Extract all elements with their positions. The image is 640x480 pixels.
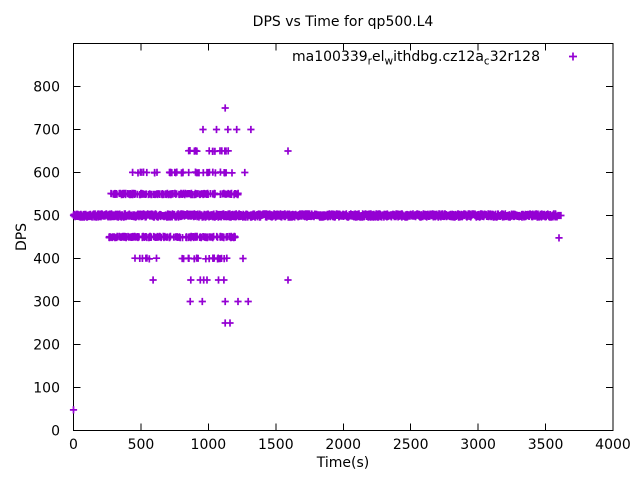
y-tick-label: 200 [33, 338, 60, 354]
x-tick-label: 3500 [528, 437, 564, 453]
x-tick-label: 500 [128, 437, 155, 453]
legend: ma100339relwithdbg.cz12ac32r128 [292, 49, 577, 68]
axes: 0 500 1000 1500 2000 2500 3000 3500 4000 0 100 200 3… [33, 43, 631, 453]
x-tick-label: 1500 [258, 437, 294, 453]
y-tick-label: 0 [51, 424, 60, 440]
x-tick-label: 4000 [595, 437, 631, 453]
data-points [69, 104, 565, 414]
y-tick-label: 300 [33, 295, 60, 311]
y-axis-label: DPS [14, 223, 30, 251]
y-tick-label: 100 [33, 381, 60, 397]
y-tick-label: 400 [33, 252, 60, 268]
x-tick-label: 3000 [460, 437, 496, 453]
x-tick-label: 1000 [191, 437, 227, 453]
chart-title: DPS vs Time for qp500.L4 [253, 14, 434, 30]
y-tick-label: 500 [33, 209, 60, 225]
x-axis-label: Time(s) [316, 455, 369, 471]
legend-label: ma100339relwithdbg.cz12ac32r128 [292, 49, 540, 68]
scatter-markers [69, 104, 565, 414]
y-tick-label: 700 [33, 123, 60, 139]
y-tick-label: 600 [33, 166, 60, 182]
x-tick-label: 0 [69, 437, 78, 453]
x-tick-label: 2000 [325, 437, 361, 453]
legend-marker-icon [569, 52, 577, 61]
y-tick-label: 800 [33, 80, 60, 96]
x-tick-label: 2500 [393, 437, 429, 453]
